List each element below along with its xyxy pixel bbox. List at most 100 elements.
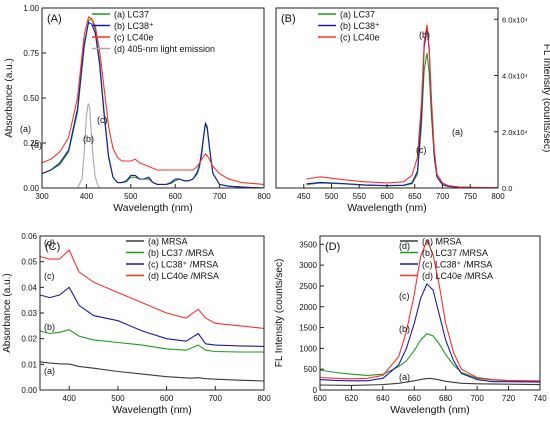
y-tick-label: 0.04 [21, 283, 37, 292]
series-line-1 [39, 329, 264, 353]
legend-entry: (a) MRSA [148, 237, 188, 247]
series-line-3 [319, 238, 541, 382]
curve-annotation: (b) [44, 322, 55, 332]
x-tick-label: 800 [491, 192, 505, 201]
legend-entry: (c) LC38⁺ /MRSA [422, 260, 492, 270]
x-axis-label: Wavelength (nm) [390, 404, 470, 416]
legend-entry: (c) LC38⁺ /MRSA [148, 260, 218, 270]
x-tick-label: 600 [313, 394, 327, 403]
x-tick-label: 740 [533, 394, 547, 403]
x-tick-label: 640 [376, 394, 390, 403]
y-tick-label: 0.00 [21, 386, 37, 395]
x-tick-label: 700 [470, 394, 484, 403]
y-axis-label: FL Intensity (counts/sec) [541, 44, 550, 153]
curve-annotation: (c) [399, 291, 410, 301]
panel-2: 400 500 600 700 800 0.00 0.01 0.02 0.03 0.04 0.05 0… [2, 232, 271, 416]
x-tick-label: 700 [436, 192, 450, 201]
y-tick-label: 2.0x10⁴ [502, 128, 528, 137]
x-tick-label: 500 [325, 192, 339, 201]
y-tick-label: 0.50 [23, 94, 39, 103]
x-tick-label: 500 [111, 394, 125, 403]
curve-annotation: (a) [452, 127, 463, 137]
x-tick-label: 680 [439, 394, 453, 403]
series-line-0 [319, 377, 541, 386]
x-tick-label: 400 [80, 192, 94, 201]
legend-entry: (b) LC37 /MRSA [422, 248, 488, 258]
y-tick-label: 1500 [299, 324, 317, 333]
x-tick-label: 800 [257, 192, 271, 201]
x-tick-label: 620 [345, 394, 359, 403]
x-tick-label: 600 [160, 394, 174, 403]
curve-annotation: (d) [44, 238, 55, 248]
y-axis-label: Absorbance (a.u.) [4, 58, 15, 138]
x-tick-label: 700 [213, 192, 227, 201]
y-tick-label: 3500 [299, 240, 317, 249]
panel-3: 600 620 640 660 680 700 720 740 0 500 1000 1500 2000… [274, 235, 547, 416]
y-tick-label: 2000 [299, 303, 317, 312]
y-tick-label: 3000 [299, 261, 317, 270]
y-tick-label: 0.0 [502, 184, 512, 193]
y-tick-label: 0.05 [21, 258, 37, 267]
curve-annotation: (b) [399, 324, 410, 334]
series-line-1 [319, 333, 541, 382]
series-line-2 [41, 16, 265, 185]
legend-entry: (d) LC40e /MRSA [148, 271, 219, 281]
legend-entry: (b) LC38⁺ [340, 21, 380, 31]
panel-label: (C) [45, 241, 60, 253]
series-line-2 [306, 24, 499, 189]
legend-entry: (d) LC40e /MRSA [422, 271, 493, 281]
legend-entry: (a) LC37 [340, 10, 375, 20]
curve-annotation: (b) [83, 134, 94, 144]
x-tick-label: 720 [502, 394, 516, 403]
curve-annotation: (b) [419, 30, 430, 40]
y-tick-label: 4.0x10⁴ [502, 72, 528, 81]
panel-label: (D) [325, 241, 340, 253]
series-line-2 [319, 282, 541, 383]
y-tick-label: 500 [304, 365, 318, 374]
x-axis-label: Wavelength (nm) [113, 202, 193, 214]
panel-label: (B) [281, 13, 296, 25]
x-tick-label: 300 [35, 192, 49, 201]
legend-entry: (b) LC38⁺ [114, 21, 154, 31]
y-tick-label: 1.00 [23, 4, 39, 13]
plot-frame [319, 235, 541, 391]
curve-annotation: (c) [97, 115, 108, 125]
panel-label: (A) [47, 13, 62, 25]
legend-entry: (c) LC40e [114, 33, 154, 43]
legend-entry: (b) LC37 /MRSA [148, 248, 214, 258]
y-tick-label: 0.00 [23, 184, 39, 193]
y-tick-label: 0.03 [21, 309, 37, 318]
y-tick-label: 1000 [299, 344, 317, 353]
series-line-2 [39, 286, 265, 347]
y-tick-label: 0 [313, 386, 318, 395]
x-tick-label: 550 [353, 192, 367, 201]
series-line-3 [77, 103, 101, 189]
x-tick-label: 750 [464, 192, 478, 201]
y-tick-label: 0.06 [21, 232, 37, 241]
plot-frame [275, 7, 499, 189]
x-tick-label: 600 [380, 192, 394, 201]
y-axis-label: Absorbance (a.u.) [2, 273, 13, 353]
curve-annotation: (a) [20, 124, 31, 134]
curve-annotation: (d) [31, 140, 42, 150]
x-tick-label: 700 [209, 394, 223, 403]
panel-0: 300 400 500 600 700 800 0.00 0.25 0.50 0.75 1.00 Wa… [4, 4, 271, 214]
curve-annotation: (c) [416, 145, 427, 155]
x-tick-label: 660 [408, 394, 422, 403]
legend-entry: (d) 405-nm light emission [114, 44, 215, 54]
y-tick-label: 0.75 [23, 49, 39, 58]
series-line-0 [306, 52, 499, 189]
legend-entry: (c) LC40e [340, 33, 380, 43]
y-tick-label: 0.01 [21, 360, 37, 369]
y-tick-label: 6.0x10⁴ [502, 15, 528, 24]
y-axis-label: FL Intensity (counts/sec) [274, 259, 285, 368]
x-tick-label: 650 [408, 192, 422, 201]
series-line-1 [41, 21, 265, 189]
x-tick-label: 450 [297, 192, 311, 201]
series-line-1 [306, 27, 499, 189]
y-tick-label: 0.25 [23, 139, 39, 148]
curve-annotation: (a) [399, 372, 410, 382]
legend-entry: (a) LC37 [114, 10, 149, 20]
series-line-3 [39, 249, 265, 329]
